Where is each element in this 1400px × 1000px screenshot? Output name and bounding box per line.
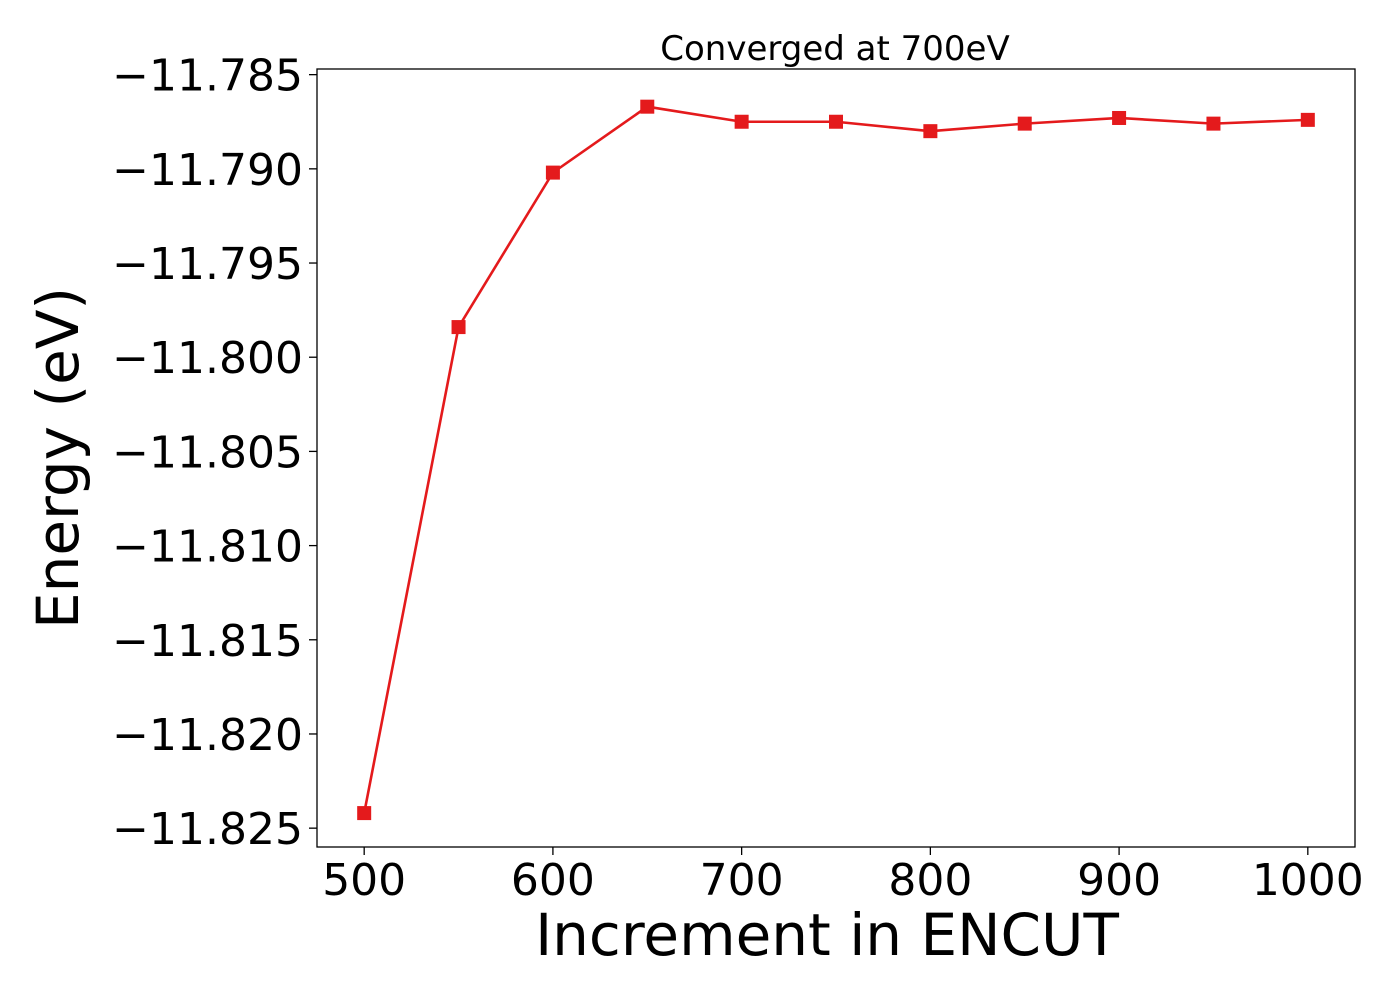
- data-point-marker: [734, 114, 749, 129]
- y-tick-label: −11.825: [112, 804, 303, 855]
- data-point-marker: [545, 165, 560, 180]
- data-point-marker: [357, 806, 372, 821]
- data-point-marker: [1206, 116, 1221, 131]
- plot-frame: [316, 68, 1356, 848]
- y-tick-label: −11.790: [112, 145, 303, 196]
- x-tick-label: 900: [1077, 855, 1161, 906]
- y-tick-label: −11.815: [112, 616, 303, 667]
- y-tick-label: −11.795: [112, 239, 303, 290]
- chart-title: Converged at 700eV: [660, 29, 1009, 69]
- plot-area: 500 600 700 800 900 1000 −11.825 −11.820 −11.815…: [112, 51, 1364, 906]
- data-point-marker: [640, 99, 655, 114]
- y-tick-label: −11.810: [112, 522, 303, 573]
- y-axis-label: Energy (eV): [24, 287, 92, 629]
- y-tick-label: −11.785: [112, 51, 303, 102]
- y-tick-label: −11.805: [112, 427, 303, 478]
- x-tick-label: 600: [511, 855, 595, 906]
- x-tick-label: 800: [888, 855, 972, 906]
- x-axis-label: Increment in ENCUT: [535, 901, 1119, 969]
- series-line: [362, 105, 1308, 814]
- data-point-marker: [1017, 116, 1032, 131]
- x-tick-label: 700: [700, 855, 784, 906]
- data-point-marker: [451, 320, 466, 335]
- y-tick-label: −11.800: [112, 333, 303, 384]
- data-point-marker: [1112, 110, 1127, 125]
- y-tick-label: −11.820: [112, 710, 303, 761]
- data-point-marker: [829, 114, 843, 129]
- data-point-marker: [923, 124, 938, 139]
- x-tick-label: 500: [322, 855, 406, 906]
- x-tick-label: 1000: [1252, 855, 1364, 906]
- data-point-marker: [1300, 112, 1315, 127]
